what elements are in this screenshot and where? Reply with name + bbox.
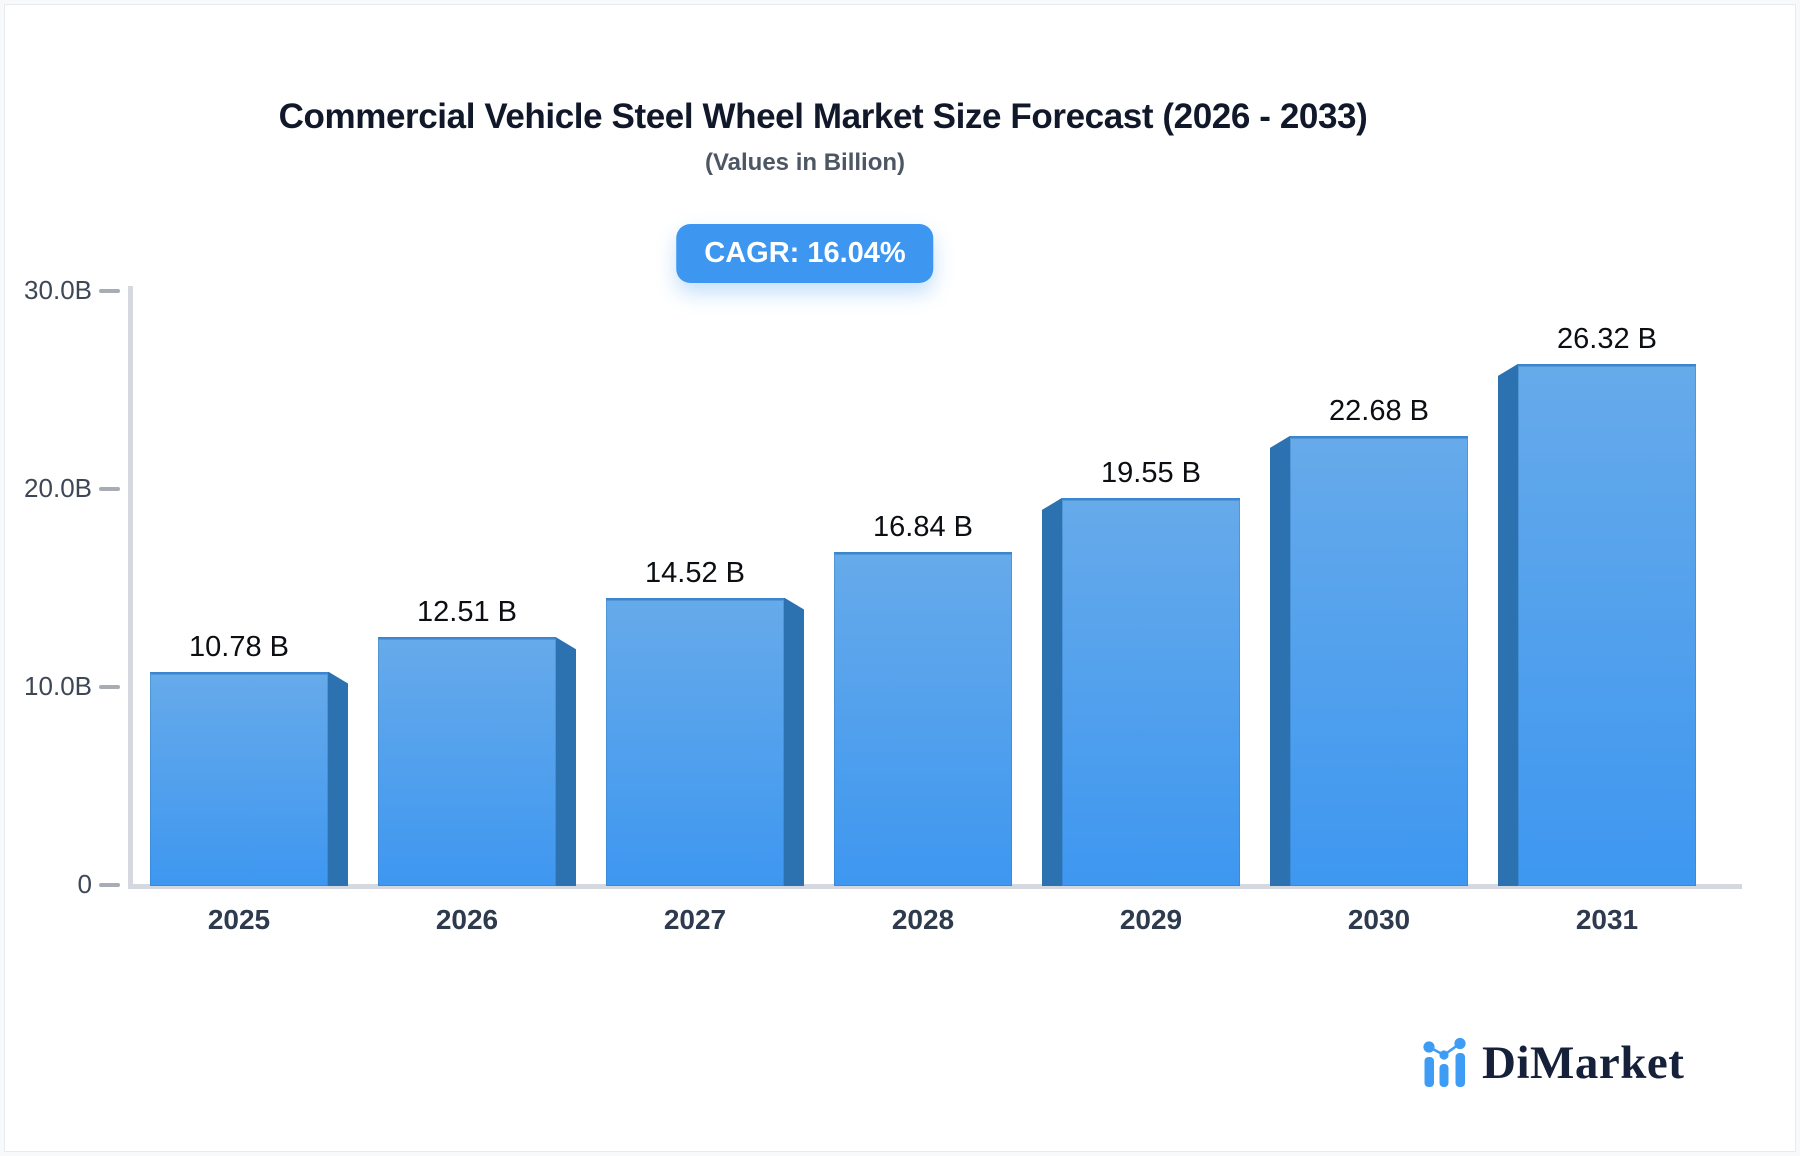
x-axis-label: 2028: [891, 904, 955, 935]
page-title: Commercial Vehicle Steel Wheel Market Si…: [278, 97, 1368, 136]
y-tick-label: 30.0B: [24, 275, 92, 305]
brand-name: DiMarket: [1482, 1036, 1685, 1089]
bar-value-label: 19.55 B: [1101, 456, 1201, 489]
x-axis-label: 2029: [1119, 904, 1183, 935]
bar: [378, 637, 556, 886]
bar: [1518, 363, 1696, 886]
bar: [606, 597, 784, 886]
x-axis-label: 2026: [435, 904, 499, 935]
bar-value-label: 12.51 B: [417, 596, 517, 629]
y-tick-mark: [99, 685, 120, 689]
bar: [1062, 497, 1240, 886]
bar-3d-side: [1042, 497, 1062, 886]
y-tick-mark: [99, 289, 120, 293]
page-subtitle: (Values in Billion): [704, 149, 906, 176]
y-tick-label: 20.0B: [24, 473, 92, 503]
bar-3d-side: [1270, 435, 1290, 886]
x-axis-label: 2031: [1575, 904, 1639, 935]
bar: [1290, 435, 1468, 886]
bar-3d-side: [784, 597, 804, 886]
x-axis-label: 2030: [1347, 904, 1411, 935]
bar-chart-logo-icon: [1423, 1038, 1466, 1087]
y-tick-mark: [99, 883, 120, 887]
x-axis-line: [128, 884, 1742, 889]
bar-3d-side: [556, 637, 576, 886]
bar-3d-side: [328, 671, 348, 886]
bar-3d-side: [1498, 363, 1518, 886]
bar: [834, 551, 1012, 886]
bar-value-label: 26.32 B: [1557, 322, 1657, 355]
bar: [150, 671, 328, 886]
y-tick-label: 10.0B: [24, 671, 92, 701]
cagr-badge: CAGR: 16.04%: [676, 224, 934, 283]
y-axis-line: [128, 286, 133, 889]
y-tick-mark: [99, 487, 120, 491]
y-tick-label: 0: [77, 869, 92, 899]
x-axis-label: 2027: [663, 904, 727, 935]
bar-value-label: 22.68 B: [1329, 394, 1429, 427]
bar-value-label: 16.84 B: [873, 510, 973, 543]
brand-logo: DiMarket: [1422, 1038, 1684, 1088]
bar-value-label: 14.52 B: [645, 556, 745, 589]
x-axis-label: 2025: [207, 904, 271, 935]
bar-value-label: 10.78 B: [189, 630, 289, 663]
